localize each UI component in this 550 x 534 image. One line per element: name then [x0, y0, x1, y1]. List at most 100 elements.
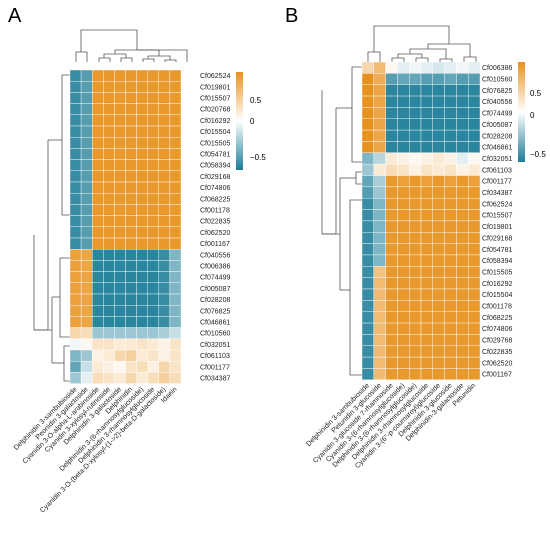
heatmap-cell-b-r18-c7 — [444, 266, 457, 278]
heatmap-cell-b-r12-c5 — [420, 197, 434, 210]
heatmap-cell-a-r14-c2 — [91, 226, 104, 239]
heatmap-cell-a-r2-c2 — [91, 92, 104, 104]
heatmap-cell-a-r13-c1 — [80, 215, 93, 228]
heatmap-cell-a-r14-c0 — [69, 226, 82, 239]
heatmap-cell-b-r19-c1 — [373, 277, 386, 290]
heatmap-cell-b-r8-c5 — [420, 152, 434, 165]
heatmap-cell-a-r17-c4 — [114, 260, 126, 272]
heatmap-cell-a-r4-c1 — [80, 114, 93, 127]
heatmap-cell-b-r1-c2 — [385, 73, 398, 85]
heatmap-cell-b-r17-c1 — [373, 254, 386, 267]
heatmap-cell-a-r26-c5 — [125, 361, 137, 373]
heatmap-cell-b-r8-c6 — [432, 152, 445, 165]
heatmap-cell-a-r24-c6 — [136, 338, 148, 351]
heatmap-cell-b-r0-c0 — [361, 61, 375, 74]
heatmap-cell-a-r19-c1 — [80, 282, 93, 295]
heatmap-cell-a-r10-c3 — [103, 181, 115, 194]
heatmap-cell-b-r13-c8 — [456, 209, 469, 222]
heatmap-cell-a-r26-c3 — [103, 361, 115, 373]
heatmap-cell-a-r8-c4 — [114, 159, 126, 172]
row-label-b: Cf005087 — [482, 122, 512, 129]
heatmap-cell-a-r12-c2 — [91, 204, 104, 216]
heatmap-cell-b-r16-c9 — [468, 243, 481, 256]
heatmap-cell-a-r8-c9 — [169, 159, 182, 172]
heatmap-cell-b-r20-c1 — [373, 288, 386, 301]
heatmap-cell-a-r19-c7 — [147, 282, 159, 295]
heatmap-cell-a-r19-c8 — [158, 282, 171, 295]
heatmap-cell-b-r25-c8 — [456, 345, 469, 358]
heatmap-cell-a-r5-c5 — [125, 125, 137, 138]
heatmap-cell-b-r6-c5 — [420, 129, 434, 142]
heatmap-cell-a-r19-c6 — [136, 282, 148, 295]
colorbar-a-tick-mid: 0 — [250, 117, 255, 126]
heatmap-cell-b-r25-c5 — [420, 345, 434, 358]
heatmap-cell-a-r16-c6 — [136, 248, 148, 261]
heatmap-cell-a-r12-c8 — [158, 204, 171, 216]
heatmap-cell-a-r24-c5 — [125, 338, 137, 351]
heatmap-cell-b-r11-c8 — [456, 186, 469, 199]
heatmap-cell-b-r10-c5 — [420, 175, 434, 188]
heatmap-cell-b-r12-c4 — [409, 197, 422, 210]
heatmap-cell-a-r23-c2 — [91, 327, 104, 340]
heatmap-cell-a-r25-c1 — [80, 349, 93, 362]
heatmap-cell-b-r18-c8 — [456, 266, 469, 278]
row-label-a: Cf016292 — [200, 118, 230, 125]
heatmap-cell-a-r24-c4 — [114, 338, 126, 351]
heatmap-cell-a-r17-c6 — [136, 260, 148, 272]
heatmap-cell-b-r27-c7 — [444, 368, 457, 381]
heatmap-cell-a-r9-c1 — [80, 170, 93, 183]
heatmap-cell-a-r8-c2 — [91, 159, 104, 172]
heatmap-cell-b-r16-c8 — [456, 243, 469, 256]
heatmap-cell-a-r20-c7 — [147, 293, 159, 306]
heatmap-cell-a-r22-c5 — [125, 316, 137, 328]
heatmap-cell-a-r2-c8 — [158, 92, 171, 104]
heatmap-cell-a-r19-c5 — [125, 282, 137, 295]
heatmap-cell-b-r8-c7 — [444, 152, 457, 165]
heatmap-cell-a-r20-c8 — [158, 293, 171, 306]
heatmap-cell-b-r6-c3 — [397, 129, 410, 142]
heatmap-cell-a-r2-c1 — [80, 92, 93, 104]
row-label-b: Cf010560 — [482, 77, 512, 84]
heatmap-cell-b-r10-c6 — [432, 175, 445, 188]
heatmap-cell-a-r6-c6 — [136, 136, 148, 149]
heatmap-cell-a-r9-c8 — [158, 170, 171, 183]
heatmap-cell-b-r13-c3 — [397, 209, 410, 222]
heatmap-cell-a-r7-c0 — [69, 148, 82, 160]
heatmap-cell-b-r23-c3 — [397, 322, 410, 335]
heatmap-cell-b-r9-c5 — [420, 163, 434, 176]
heatmap-cell-b-r15-c7 — [444, 232, 457, 244]
heatmap-cell-b-r5-c7 — [444, 118, 457, 131]
row-label-a: Cf074806 — [200, 185, 230, 192]
heatmap-cell-a-r5-c1 — [80, 125, 93, 138]
colorbar-a-tick-low: −0.5 — [250, 153, 266, 162]
heatmap-cell-a-r21-c7 — [147, 305, 159, 317]
heatmap-cell-a-r27-c3 — [103, 372, 115, 384]
heatmap-cell-a-r10-c4 — [114, 181, 126, 194]
heatmap-cell-b-r19-c6 — [432, 277, 445, 290]
heatmap-cell-b-r23-c6 — [432, 322, 445, 335]
heatmap-cell-a-r13-c0 — [69, 215, 82, 228]
heatmap-cell-b-r21-c7 — [444, 300, 457, 312]
heatmap-cell-b-r14-c9 — [468, 220, 481, 233]
heatmap-cell-a-r25-c9 — [169, 349, 182, 362]
heatmap-cell-b-r23-c2 — [385, 322, 398, 335]
heatmap-cell-b-r13-c5 — [420, 209, 434, 222]
row-labels-b: Cf006386 Cf010560 Cf076825 Cf040556 Cf074499… — [482, 65, 512, 378]
heatmap-cell-b-r23-c4 — [409, 322, 422, 335]
heatmap-cell-a-r8-c5 — [125, 159, 137, 172]
heatmap-cell-a-r7-c6 — [136, 148, 148, 160]
row-label-b: Cf061103 — [482, 167, 512, 174]
heatmap-cell-a-r1-c5 — [125, 80, 137, 93]
heatmap-cell-a-r1-c7 — [147, 80, 159, 93]
heatmap-cell-a-r18-c0 — [69, 271, 82, 284]
heatmap-cell-a-r9-c2 — [91, 170, 104, 183]
heatmap-cell-b-r9-c8 — [456, 163, 469, 176]
heatmap-cell-b-r9-c0 — [361, 163, 375, 176]
heatmap-cell-a-r25-c7 — [147, 349, 159, 362]
heatmap-cell-b-r24-c8 — [456, 334, 469, 346]
heatmap-cell-a-r6-c7 — [147, 136, 159, 149]
heatmap-cell-a-r7-c5 — [125, 148, 137, 160]
heatmap-cell-b-r5-c6 — [432, 118, 445, 131]
heatmap-cell-b-r22-c0 — [361, 311, 375, 324]
heatmap-cell-b-r8-c9 — [468, 152, 481, 165]
